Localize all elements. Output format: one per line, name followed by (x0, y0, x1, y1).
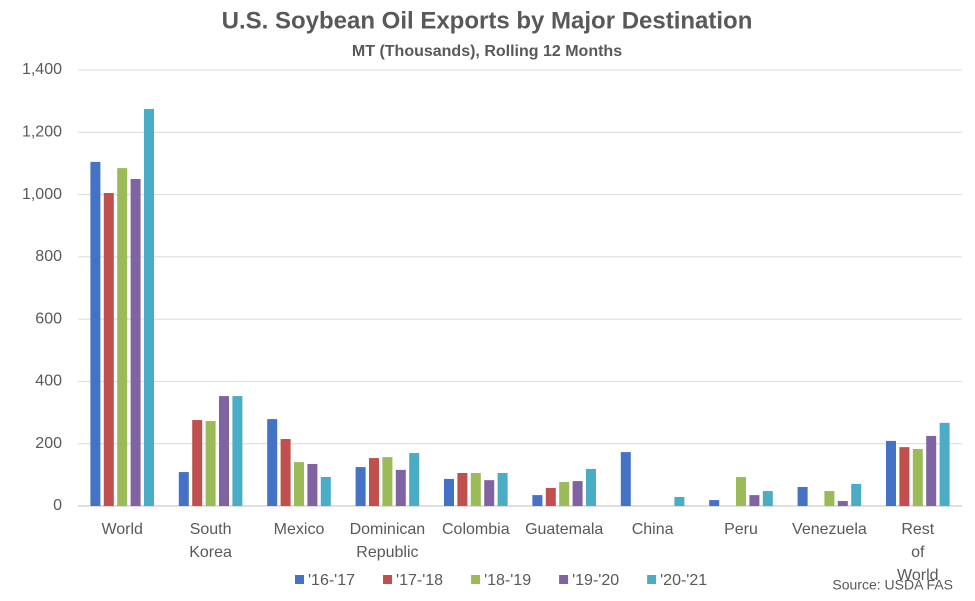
bar (620, 452, 631, 506)
bar (886, 440, 896, 506)
bar (232, 396, 243, 506)
chart-title: U.S. Soybean Oil Exports by Major Destin… (222, 7, 753, 34)
bar (674, 496, 685, 506)
bar (457, 472, 468, 506)
bar (926, 435, 937, 506)
legend-swatch (295, 575, 304, 584)
bar (709, 500, 720, 506)
bar (205, 420, 216, 506)
legend-swatch (647, 575, 657, 584)
legend-label: '19-'20 (572, 572, 619, 589)
bar (749, 495, 760, 506)
bar (545, 487, 556, 506)
bar (192, 420, 203, 506)
bar (267, 419, 278, 506)
source-note: Source: USDA FAS (832, 577, 953, 593)
x-tick-label: Guatemala (525, 521, 603, 538)
bar (219, 396, 229, 506)
x-tick-label: China (632, 521, 674, 538)
bar (762, 491, 773, 506)
y-tick-label: 600 (35, 310, 62, 327)
x-tick-label: Dominican Republic (350, 521, 426, 561)
bar (470, 472, 481, 506)
bar (369, 458, 379, 506)
bar (586, 468, 596, 506)
chart-subtitle: MT (Thousands), Rolling 12 Months (352, 43, 622, 60)
bar (144, 108, 154, 506)
bar (899, 447, 910, 506)
bar (444, 478, 454, 506)
bar (797, 487, 808, 506)
bar (532, 495, 543, 506)
bar (497, 472, 508, 506)
x-tick-label: South Korea (189, 521, 232, 561)
legend-swatch (559, 575, 569, 584)
y-tick-label: 0 (53, 497, 62, 514)
bar (294, 462, 304, 506)
legend-label: '16-'17 (308, 572, 355, 589)
bar (851, 483, 862, 506)
y-tick-label: 800 (35, 248, 62, 265)
bar (320, 477, 331, 506)
x-tick-label: Venezuela (792, 521, 867, 538)
legend-label: '18-'19 (484, 572, 531, 589)
x-tick-label: Rest of World (897, 521, 939, 584)
bar (382, 457, 393, 506)
bar (939, 422, 950, 506)
x-tick-label: Mexico (274, 521, 325, 538)
bar (355, 467, 366, 506)
bar (395, 469, 406, 506)
bar (103, 193, 114, 506)
x-tick-label: World (101, 521, 143, 538)
bar (484, 480, 495, 506)
bar (130, 179, 141, 506)
y-tick-label: 1,200 (22, 124, 62, 141)
bar (409, 453, 420, 506)
y-tick-label: 400 (35, 373, 62, 390)
bar (90, 161, 101, 506)
y-tick-label: 200 (35, 435, 62, 452)
bar (824, 491, 835, 506)
legend-label: '20-'21 (660, 572, 707, 589)
legend-swatch (471, 575, 481, 584)
bar (572, 481, 583, 506)
bar (117, 168, 128, 506)
bar (912, 449, 923, 506)
x-tick-label: Colombia (442, 521, 510, 538)
bar (178, 472, 189, 506)
legend-label: '17-'18 (396, 572, 443, 589)
y-tick-label: 1,000 (22, 186, 62, 203)
bar (736, 477, 746, 506)
bar (837, 501, 848, 506)
bar (307, 463, 318, 506)
y-tick-label: 1,400 (22, 61, 62, 78)
legend-swatch (383, 575, 393, 584)
x-tick-label: Peru (724, 521, 758, 538)
bar (280, 439, 291, 506)
bar (559, 482, 570, 506)
